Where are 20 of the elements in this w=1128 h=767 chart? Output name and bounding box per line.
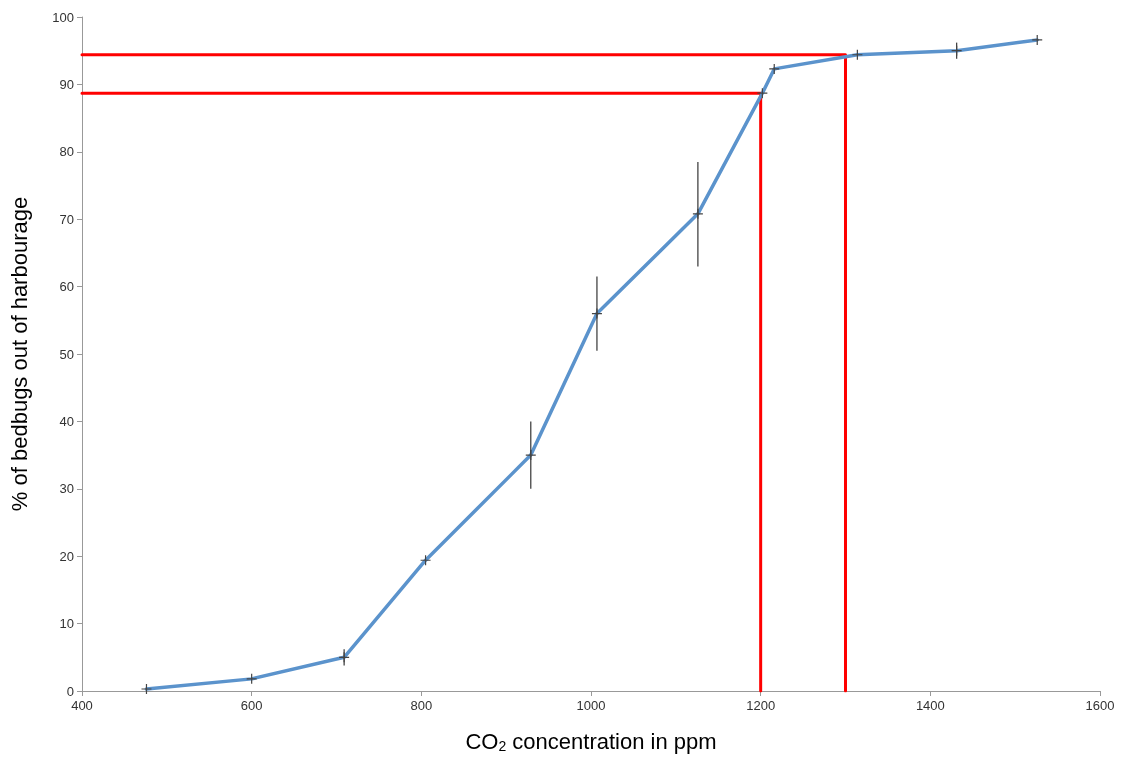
x-tick-label: 1000 [576, 698, 606, 713]
x-tick-label: 800 [410, 698, 433, 713]
y-tick-label: 20 [59, 548, 74, 564]
y-tick-label: 60 [59, 279, 74, 295]
x-tick-label: 1200 [746, 698, 776, 713]
x-axis-title: CO2 concentration in ppm [465, 728, 717, 754]
y-tick-label: 10 [59, 616, 74, 632]
y-tick-label: 40 [59, 413, 74, 429]
y-tick-label: 90 [59, 76, 74, 92]
y-axis-title: % of bedbugs out of harbourage [6, 196, 32, 512]
y-tick-label: 30 [59, 481, 74, 497]
x-tick-label: 400 [71, 698, 93, 713]
y-tick-label: 70 [59, 211, 74, 227]
y-tick-label: 100 [52, 9, 74, 25]
x-tick-label: 1600 [1085, 698, 1115, 713]
x-tick-label: 1400 [915, 698, 945, 713]
y-tick-label: 50 [59, 346, 74, 362]
x-tick-label: 600 [240, 698, 263, 713]
y-tick-label: 80 [59, 144, 74, 160]
y-tick-label: 0 [66, 683, 74, 699]
